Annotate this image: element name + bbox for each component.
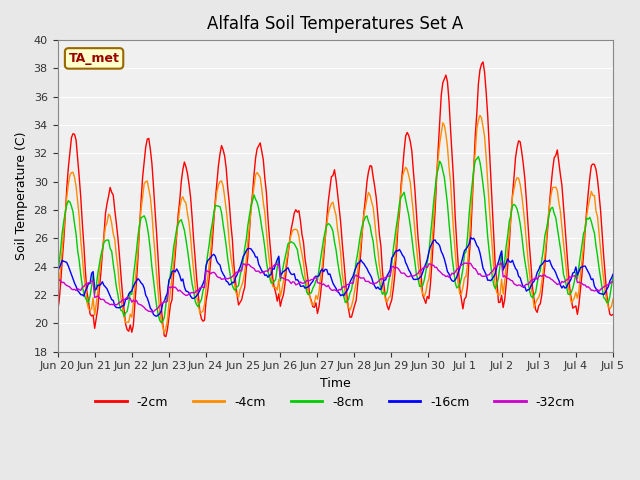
Title: Alfalfa Soil Temperatures Set A: Alfalfa Soil Temperatures Set A — [207, 15, 463, 33]
X-axis label: Time: Time — [320, 377, 351, 390]
Y-axis label: Soil Temperature (C): Soil Temperature (C) — [15, 132, 28, 260]
Text: TA_met: TA_met — [68, 52, 120, 65]
Legend: -2cm, -4cm, -8cm, -16cm, -32cm: -2cm, -4cm, -8cm, -16cm, -32cm — [90, 391, 580, 414]
